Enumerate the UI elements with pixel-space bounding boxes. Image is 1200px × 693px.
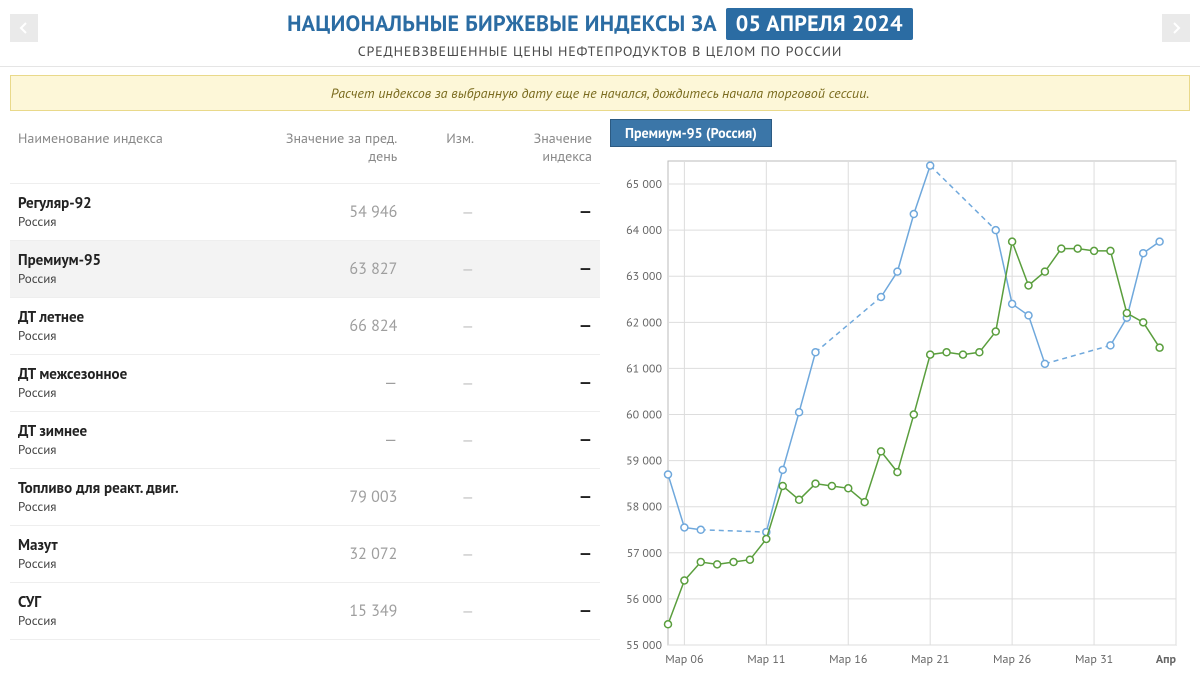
- prev-date-button[interactable]: [10, 14, 38, 42]
- next-date-button[interactable]: [1162, 14, 1190, 42]
- svg-text:56 000: 56 000: [626, 592, 662, 607]
- table-row[interactable]: ДТ зимнееРоссия———: [10, 412, 600, 469]
- svg-text:61 000: 61 000: [626, 361, 662, 376]
- index-region: Россия: [18, 441, 268, 458]
- change-value: —: [405, 583, 482, 640]
- current-value: —: [482, 469, 600, 526]
- index-region: Россия: [18, 498, 268, 515]
- prev-value: 32 072: [276, 526, 406, 583]
- svg-text:60 000: 60 000: [626, 408, 662, 423]
- col-name: Наименование индекса: [10, 119, 276, 184]
- prev-value: 66 824: [276, 298, 406, 355]
- change-value: —: [405, 184, 482, 241]
- table-row[interactable]: ДТ межсезонноеРоссия———: [10, 355, 600, 412]
- page-subtitle: СРЕДНЕВЗВЕШЕННЫЕ ЦЕНЫ НЕФТЕПРОДУКТОВ В Ц…: [0, 42, 1200, 60]
- col-cur: Значение индекса: [482, 119, 600, 184]
- svg-text:Мар 16: Мар 16: [829, 652, 867, 667]
- index-table-container: Наименование индекса Значение за пред. д…: [10, 119, 600, 673]
- svg-text:65 000: 65 000: [626, 177, 662, 192]
- svg-text:57 000: 57 000: [627, 546, 663, 561]
- prev-value: 63 827: [276, 241, 406, 298]
- svg-text:58 000: 58 000: [626, 500, 662, 515]
- current-value: —: [482, 355, 600, 412]
- prev-value: 54 946: [276, 184, 406, 241]
- change-value: —: [405, 241, 482, 298]
- current-value: —: [482, 184, 600, 241]
- index-name: Мазут: [18, 536, 268, 555]
- chart-title: Премиум-95 (Россия): [610, 119, 772, 147]
- chart-panel: Премиум-95 (Россия) 55 000 56 000 57 000 58…: [600, 119, 1190, 673]
- change-value: —: [405, 469, 482, 526]
- change-value: —: [405, 526, 482, 583]
- index-name: СУГ: [18, 593, 268, 612]
- col-prev: Значение за пред. день: [276, 119, 406, 184]
- title-prefix: НАЦИОНАЛЬНЫЕ БИРЖЕВЫЕ ИНДЕКСЫ ЗА: [287, 10, 716, 38]
- index-name: Топливо для реакт. двиг.: [18, 479, 268, 498]
- col-chg: Изм.: [405, 119, 482, 184]
- index-region: Россия: [18, 612, 268, 629]
- svg-text:Мар 21: Мар 21: [911, 652, 949, 667]
- svg-text:59 000: 59 000: [626, 454, 662, 469]
- page-title: НАЦИОНАЛЬНЫЕ БИРЖЕВЫЕ ИНДЕКСЫ ЗА 05 АПРЕ…: [0, 10, 1200, 38]
- table-row[interactable]: СУГРоссия15 349——: [10, 583, 600, 640]
- table-row[interactable]: МазутРоссия32 072——: [10, 526, 600, 583]
- current-value: —: [482, 583, 600, 640]
- change-value: —: [405, 355, 482, 412]
- index-region: Россия: [18, 270, 268, 287]
- index-name: ДТ зимнее: [18, 422, 268, 441]
- change-value: —: [405, 298, 482, 355]
- table-row[interactable]: Топливо для реакт. двиг.Россия79 003——: [10, 469, 600, 526]
- index-name: ДТ межсезонное: [18, 365, 268, 384]
- notice-banner: Расчет индексов за выбранную дату еще не…: [10, 75, 1190, 111]
- chevron-right-icon: [1169, 21, 1183, 35]
- svg-text:64 000: 64 000: [626, 223, 662, 238]
- svg-text:Мар 06: Мар 06: [665, 652, 703, 667]
- index-region: Россия: [18, 213, 268, 230]
- svg-text:Мар 26: Мар 26: [993, 652, 1031, 667]
- index-region: Россия: [18, 555, 268, 572]
- prev-value: —: [276, 355, 406, 412]
- current-value: —: [482, 526, 600, 583]
- index-region: Россия: [18, 327, 268, 344]
- table-row[interactable]: Премиум-95Россия63 827——: [10, 241, 600, 298]
- current-value: —: [482, 298, 600, 355]
- svg-text:63 000: 63 000: [626, 269, 662, 284]
- svg-text:Апр: Апр: [1156, 652, 1177, 667]
- prev-value: 15 349: [276, 583, 406, 640]
- change-value: —: [405, 412, 482, 469]
- current-value: —: [482, 412, 600, 469]
- svg-text:55 000: 55 000: [626, 638, 662, 653]
- table-row[interactable]: ДТ летнееРоссия66 824——: [10, 298, 600, 355]
- price-chart[interactable]: 55 000 56 000 57 000 58 000 59 000 60 000 61 0…: [610, 153, 1180, 673]
- prev-value: —: [276, 412, 406, 469]
- svg-text:62 000: 62 000: [626, 315, 662, 330]
- svg-text:Мар 31: Мар 31: [1075, 652, 1113, 667]
- table-row[interactable]: Регуляр-92Россия54 946——: [10, 184, 600, 241]
- index-name: Регуляр-92: [18, 194, 268, 213]
- index-table: Наименование индекса Значение за пред. д…: [10, 119, 600, 640]
- prev-value: 79 003: [276, 469, 406, 526]
- index-name: Премиум-95: [18, 251, 268, 270]
- index-name: ДТ летнее: [18, 308, 268, 327]
- page-header: НАЦИОНАЛЬНЫЕ БИРЖЕВЫЕ ИНДЕКСЫ ЗА 05 АПРЕ…: [0, 0, 1200, 67]
- current-value: —: [482, 241, 600, 298]
- index-region: Россия: [18, 384, 268, 401]
- svg-text:Мар 11: Мар 11: [747, 652, 785, 667]
- title-date-badge: 05 АПРЕЛЯ 2024: [726, 8, 913, 40]
- chevron-left-icon: [17, 21, 31, 35]
